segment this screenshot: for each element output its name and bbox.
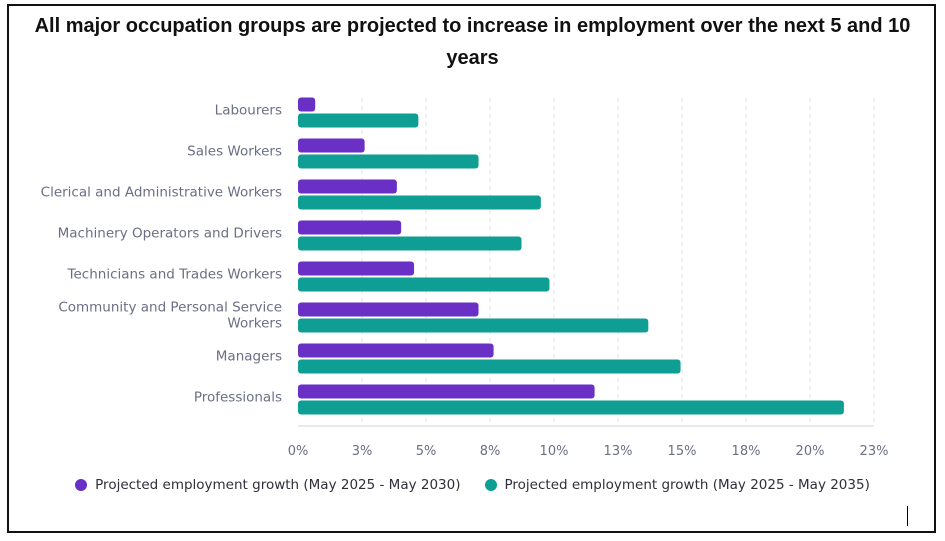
bar-2030[interactable]	[298, 220, 402, 235]
legend-marker-2035	[484, 479, 497, 491]
x-tick-label: 13%	[604, 444, 633, 459]
x-tick-label: 20%	[796, 444, 825, 459]
text-cursor	[907, 506, 908, 526]
legend-item-2030[interactable]: Projected employment growth (May 2025 - …	[75, 477, 461, 493]
x-tick-label: 10%	[540, 444, 569, 459]
legend-label-2030: Projected employment growth (May 2025 - …	[95, 477, 461, 493]
bar-2030[interactable]	[298, 97, 316, 112]
bar-2030[interactable]	[298, 138, 365, 153]
chart-title: All major occupation groups are projecte…	[34, 15, 911, 69]
bar-2035[interactable]	[298, 154, 479, 169]
bar-2035[interactable]	[298, 236, 522, 251]
x-tick-label: 18%	[732, 444, 761, 459]
bar-2035[interactable]	[298, 318, 649, 333]
bar-2035[interactable]	[298, 277, 550, 292]
category-label: Machinery Operators and Drivers	[58, 226, 282, 242]
category-label: Managers	[216, 349, 282, 365]
category-label: Community and Personal Service Workers	[58, 300, 282, 332]
category-label: Professionals	[194, 390, 282, 406]
bar-2035[interactable]	[298, 113, 419, 128]
bar-2030[interactable]	[298, 384, 595, 399]
bar-2030[interactable]	[298, 302, 479, 317]
category-label: Labourers	[215, 103, 282, 119]
legend-item-2035[interactable]: Projected employment growth (May 2025 - …	[484, 477, 870, 493]
bar-2035[interactable]	[298, 195, 541, 210]
bar-2035[interactable]	[298, 400, 844, 415]
category-label: Clerical and Administrative Workers	[41, 185, 282, 201]
legend: Projected employment growth (May 2025 - …	[0, 477, 945, 493]
bar-2030[interactable]	[298, 179, 397, 194]
x-tick-label: 3%	[352, 444, 373, 459]
x-tick-label: 23%	[860, 444, 889, 459]
legend-label-2035: Projected employment growth (May 2025 - …	[504, 477, 870, 493]
chart-frame	[7, 4, 936, 533]
category-label: Technicians and Trades Workers	[67, 267, 282, 283]
legend-marker-2030	[75, 479, 88, 491]
bar-2030[interactable]	[298, 261, 415, 276]
bar-2035[interactable]	[298, 359, 681, 374]
x-tick-label: 0%	[288, 444, 309, 459]
bar-2030[interactable]	[298, 343, 494, 358]
x-tick-label: 8%	[480, 444, 501, 459]
category-label: Sales Workers	[187, 144, 282, 160]
x-tick-label: 15%	[668, 444, 697, 459]
x-tick-label: 5%	[416, 444, 437, 459]
